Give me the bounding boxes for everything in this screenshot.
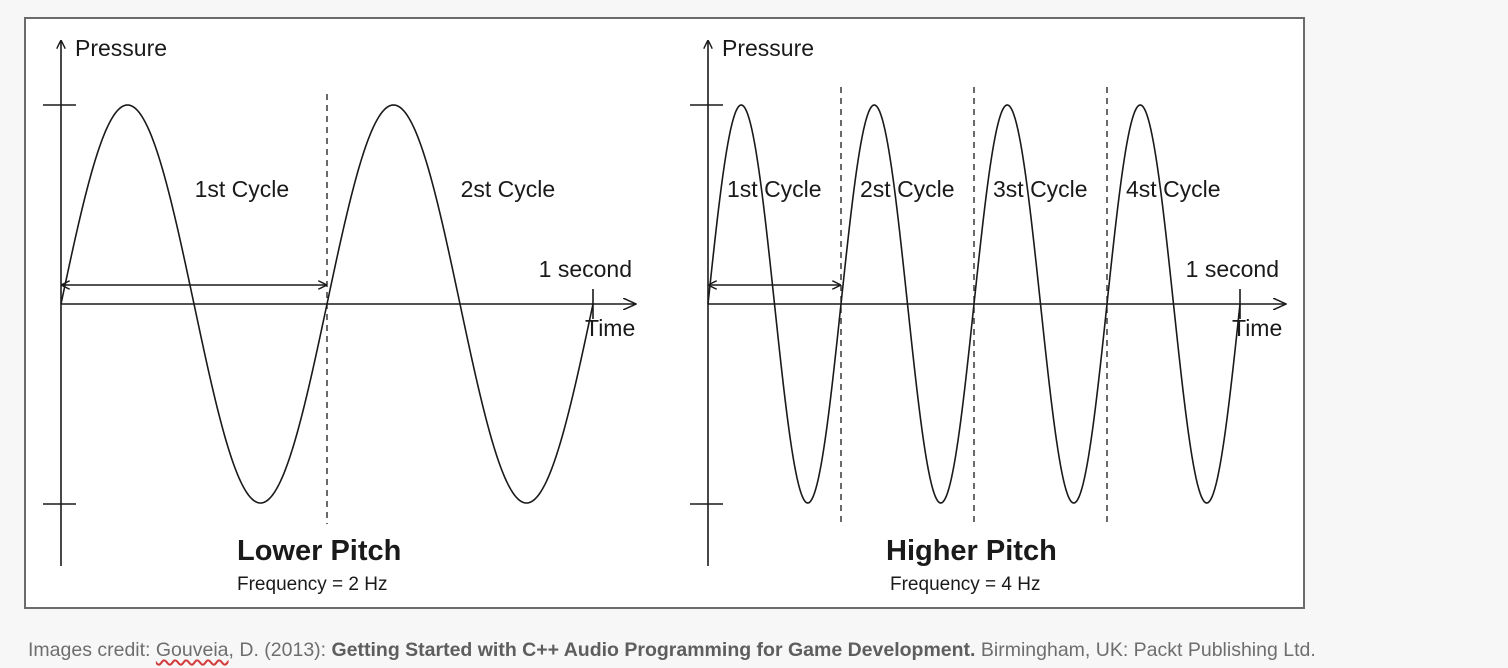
higher-pitch-panel: 1st Cycle 2st Cycle 3st Cycle 4st Cycle Pre… xyxy=(690,35,1286,595)
pressure-axis-label: Pressure xyxy=(722,35,814,61)
cycle-labels: 1st Cycle 2st Cycle xyxy=(195,176,556,202)
cycle-label: 4st Cycle xyxy=(1126,176,1221,202)
pitch-diagram: 1st Cycle 2st Cycle Pressure Time 1 secon… xyxy=(43,35,1307,595)
time-axis-label: Time xyxy=(1232,315,1282,341)
credit-middle: , D. (2013): xyxy=(228,639,332,661)
panel-title: Lower Pitch xyxy=(237,535,401,567)
cycle-dividers xyxy=(840,87,1108,524)
cycle-label: 2st Cycle xyxy=(860,176,955,202)
image-credit: Images credit: Gouveia, D. (2013): Getti… xyxy=(28,639,1316,662)
one-second-label: 1 second xyxy=(1186,256,1279,282)
credit-prefix: Images credit: xyxy=(28,639,156,661)
panel-title: Higher Pitch xyxy=(886,535,1057,567)
credit-suffix: Birmingham, UK: Packt Publishing Ltd. xyxy=(975,639,1316,661)
figure-frame: 1st Cycle 2st Cycle Pressure Time 1 secon… xyxy=(24,17,1305,609)
frequency-label: Frequency = 2 Hz xyxy=(237,574,388,595)
cycle-label: 2st Cycle xyxy=(461,176,556,202)
credit-book-title: Getting Started with C++ Audio Programmi… xyxy=(331,639,976,661)
sine-wave xyxy=(707,104,1241,504)
cycle-label: 3st Cycle xyxy=(993,176,1088,202)
sine-wave xyxy=(60,104,594,504)
credit-author: Gouveia xyxy=(155,639,229,661)
time-axis-label: Time xyxy=(585,315,635,341)
frequency-label: Frequency = 4 Hz xyxy=(890,574,1041,595)
cycle-labels: 1st Cycle 2st Cycle 3st Cycle 4st Cycle xyxy=(727,176,1221,202)
one-second-label: 1 second xyxy=(539,256,632,282)
cycle-label: 1st Cycle xyxy=(727,176,822,202)
cycle-label: 1st Cycle xyxy=(195,176,290,202)
lower-pitch-panel: 1st Cycle 2st Cycle Pressure Time 1 secon… xyxy=(43,35,636,595)
pressure-axis-label: Pressure xyxy=(75,35,167,61)
